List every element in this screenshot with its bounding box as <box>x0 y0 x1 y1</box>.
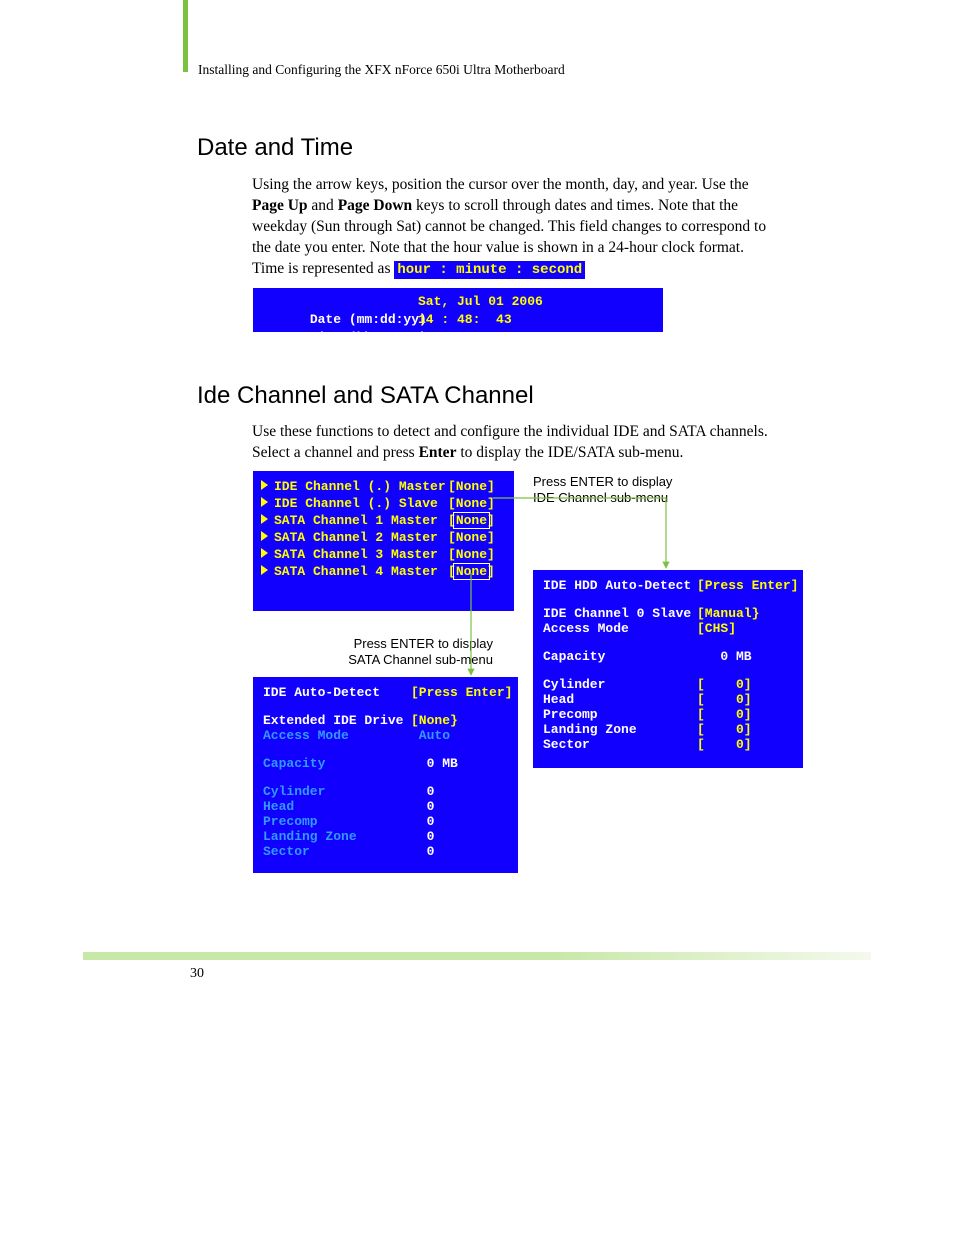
inline-time-format: hour : minute : second <box>394 261 585 279</box>
submenu-label: Sector <box>543 736 590 754</box>
bios-sata-submenu: IDE Auto-Detect[Press Enter]Extended IDE… <box>253 677 518 873</box>
triangle-icon <box>261 565 268 575</box>
triangle-icon <box>261 480 268 490</box>
callout-sata-line2: SATA Channel sub-menu <box>323 652 493 667</box>
para-date-time: Using the arrow keys, position the curso… <box>252 175 772 280</box>
triangle-icon <box>261 514 268 524</box>
submenu-label: Sector <box>263 843 310 861</box>
submenu-label: Capacity <box>263 755 325 773</box>
channel-row: SATA Channel 3 Master <box>261 546 438 564</box>
running-header: Installing and Configuring the XFX nForc… <box>198 62 565 78</box>
submenu-label: IDE HDD Auto-Detect <box>543 577 691 595</box>
bios-date-time-box: Date (mm:dd:yy) Sat, Jul 01 2006 Time (h… <box>253 288 663 332</box>
side-rule <box>183 0 188 72</box>
heading-ide-sata: Ide Channel and SATA Channel <box>197 382 534 410</box>
channel-row: SATA Channel 2 Master <box>261 529 438 547</box>
time-value: 14 : 48: 43 <box>418 311 512 329</box>
channel-value: [None] <box>448 512 495 530</box>
channel-row: IDE Channel (.) Master <box>261 478 446 496</box>
channel-row: SATA Channel 4 Master <box>261 563 438 581</box>
channel-value: [None] <box>448 546 495 564</box>
callout-sata-line1: Press ENTER to display <box>323 636 493 651</box>
submenu-label: Access Mode <box>263 727 349 745</box>
bios-channel-list: IDE Channel (.) Master[None]IDE Channel … <box>253 471 514 611</box>
submenu-label: IDE Auto-Detect <box>263 684 380 702</box>
submenu-value: [Press Enter] <box>697 577 798 595</box>
bios-ide-submenu: IDE HDD Auto-Detect[Press Enter]IDE Chan… <box>533 570 803 768</box>
submenu-value: Auto <box>411 727 450 745</box>
submenu-value: 0 <box>411 843 434 861</box>
channel-value: [None] <box>448 495 495 513</box>
date-value: Sat, Jul 01 2006 <box>418 293 543 311</box>
channel-value: [None] <box>448 529 495 547</box>
page: Installing and Configuring the XFX nForc… <box>0 0 954 1235</box>
submenu-label: Capacity <box>543 648 605 666</box>
triangle-icon <box>261 531 268 541</box>
submenu-value: [ 0] <box>697 736 752 754</box>
submenu-value: 0 MB <box>411 755 458 773</box>
channel-value: [None] <box>448 563 495 581</box>
time-label: Time (hh:mm:ss) <box>310 330 427 345</box>
para-ide-sata: Use these functions to detect and config… <box>252 422 797 464</box>
heading-date-time: Date and Time <box>197 134 353 162</box>
triangle-icon <box>261 497 268 507</box>
callout-ide-line2: IDE Channel sub-menu <box>533 490 668 505</box>
submenu-value: 0 MB <box>697 648 752 666</box>
footer-band <box>83 952 871 960</box>
channel-value: [None] <box>448 478 495 496</box>
triangle-icon <box>261 548 268 558</box>
submenu-label: Access Mode <box>543 620 629 638</box>
callout-ide-line1: Press ENTER to display <box>533 474 672 489</box>
submenu-value: [CHS] <box>697 620 736 638</box>
channel-row: IDE Channel (.) Slave <box>261 495 438 513</box>
submenu-value: [Press Enter] <box>411 684 512 702</box>
channel-row: SATA Channel 1 Master <box>261 512 438 530</box>
page-number: 30 <box>190 966 204 982</box>
